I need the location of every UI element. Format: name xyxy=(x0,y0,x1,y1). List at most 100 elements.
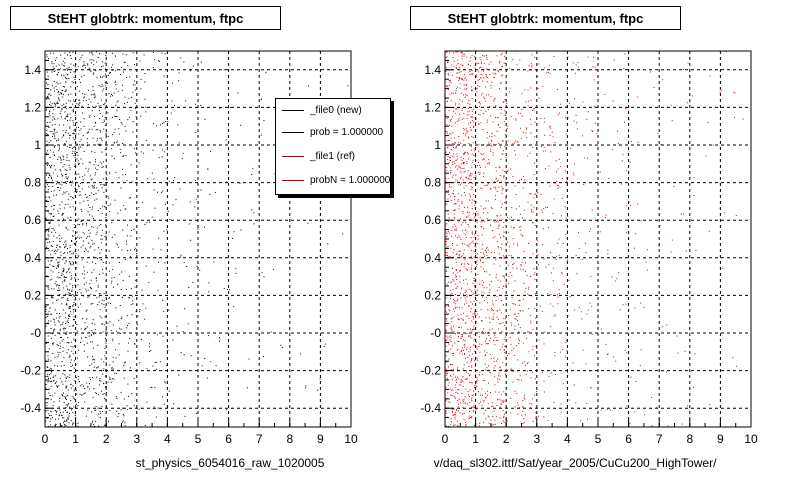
data-point xyxy=(81,65,83,67)
data-point xyxy=(455,166,456,168)
data-point xyxy=(127,383,129,385)
data-point xyxy=(128,197,130,199)
legend-entry-prob: prob = 1.000000 xyxy=(276,121,390,143)
data-point xyxy=(67,94,69,96)
data-point xyxy=(92,359,94,361)
data-point xyxy=(46,145,48,147)
data-point xyxy=(535,193,537,195)
data-point xyxy=(483,113,485,114)
data-point xyxy=(465,388,467,390)
data-point xyxy=(122,84,123,86)
data-point xyxy=(473,194,475,196)
data-point xyxy=(693,194,695,196)
data-point xyxy=(516,243,518,245)
data-point xyxy=(105,342,107,344)
data-point xyxy=(73,139,75,141)
data-point xyxy=(54,392,56,394)
data-point xyxy=(94,116,95,117)
data-point xyxy=(469,374,471,376)
data-point xyxy=(145,307,147,309)
data-point xyxy=(465,322,466,324)
data-point xyxy=(490,96,492,98)
data-point xyxy=(80,237,82,238)
data-point xyxy=(521,414,523,416)
data-point xyxy=(91,178,93,180)
data-point xyxy=(66,157,68,159)
data-point xyxy=(524,394,525,396)
data-point xyxy=(591,333,593,335)
data-point xyxy=(470,337,472,339)
data-point xyxy=(68,314,69,316)
data-point xyxy=(494,384,496,386)
data-point xyxy=(171,100,173,102)
data-point xyxy=(473,292,475,294)
data-point xyxy=(74,299,76,301)
data-point xyxy=(497,378,498,380)
data-point xyxy=(490,188,492,190)
data-point xyxy=(605,343,607,345)
data-point xyxy=(200,189,202,191)
data-point xyxy=(78,402,80,404)
data-point xyxy=(54,309,56,311)
data-point xyxy=(90,71,92,73)
data-point xyxy=(449,157,451,159)
data-point xyxy=(95,161,96,163)
data-point xyxy=(53,288,55,290)
data-point xyxy=(483,292,485,294)
data-point xyxy=(142,303,144,305)
data-point xyxy=(65,243,67,245)
data-point xyxy=(460,257,462,259)
data-point xyxy=(519,299,521,301)
data-point xyxy=(131,314,133,316)
data-point xyxy=(80,303,81,305)
data-point xyxy=(497,399,499,400)
data-point xyxy=(94,329,96,331)
data-point xyxy=(89,52,91,54)
data-point xyxy=(462,163,464,164)
data-point xyxy=(131,229,132,231)
data-point xyxy=(461,118,463,120)
data-point xyxy=(65,240,67,242)
data-point xyxy=(511,350,513,351)
data-point xyxy=(504,325,506,326)
data-point xyxy=(456,76,458,78)
data-point xyxy=(64,293,66,295)
data-point xyxy=(476,260,478,262)
data-point xyxy=(462,243,464,245)
data-point xyxy=(532,371,533,373)
data-point xyxy=(74,243,75,245)
data-point xyxy=(518,342,520,344)
data-point xyxy=(50,166,52,168)
data-point xyxy=(445,203,447,205)
data-point xyxy=(51,296,53,298)
data-point xyxy=(53,145,55,147)
data-point xyxy=(471,241,473,243)
data-point xyxy=(528,294,530,296)
data-point xyxy=(61,303,63,305)
data-point xyxy=(106,179,108,181)
data-point xyxy=(63,207,65,209)
data-point xyxy=(75,403,77,405)
data-point xyxy=(101,405,103,407)
data-point xyxy=(103,191,105,193)
data-point xyxy=(69,206,71,208)
data-point xyxy=(454,387,456,389)
data-point xyxy=(104,316,106,318)
data-point xyxy=(55,259,57,261)
data-point xyxy=(469,218,471,220)
data-point xyxy=(58,124,60,126)
data-point xyxy=(495,199,497,200)
data-point xyxy=(452,192,454,194)
data-point xyxy=(504,99,506,101)
data-point xyxy=(130,288,132,290)
data-point xyxy=(102,268,103,270)
data-point xyxy=(91,239,93,241)
data-point xyxy=(168,309,170,311)
data-point xyxy=(239,182,241,184)
data-point xyxy=(488,292,490,294)
data-point xyxy=(109,173,111,175)
data-point xyxy=(468,100,470,101)
data-point xyxy=(46,143,48,145)
data-point xyxy=(60,324,62,326)
data-point xyxy=(143,54,145,56)
